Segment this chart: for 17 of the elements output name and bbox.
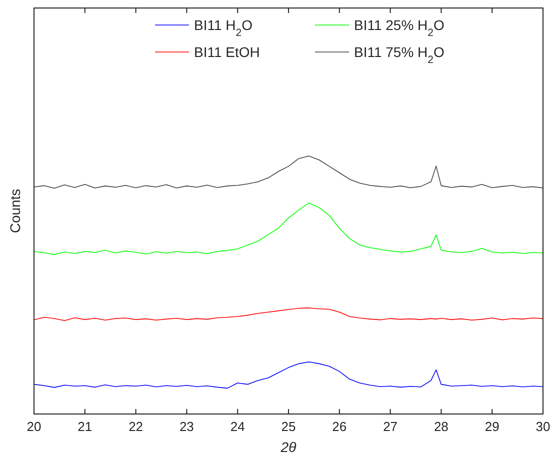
x-tick-label: 20 xyxy=(26,419,42,434)
legend-label: BI11 25% H$_{2}$O xyxy=(354,17,445,39)
x-tick-label: 24 xyxy=(230,419,245,434)
x-tick-label: 21 xyxy=(78,419,92,434)
x-tick-label: 30 xyxy=(536,419,550,434)
x-tick-label: 27 xyxy=(383,419,398,434)
x-tick-label: 28 xyxy=(434,419,448,434)
x-tick-label: 29 xyxy=(484,419,500,434)
x-tick-label: 22 xyxy=(128,419,144,434)
legend-label: BI11 EtOH xyxy=(194,44,260,60)
x-axis-title: 2θ xyxy=(280,439,297,455)
x-tick-label: 26 xyxy=(332,419,347,434)
x-tick-label: 23 xyxy=(179,419,194,434)
y-axis-title: Counts xyxy=(7,188,23,234)
x-tick-label: 25 xyxy=(281,419,296,434)
legend-label: BI11 75% H$_{2}$O xyxy=(354,44,445,66)
legend-label: BI11 H$_{2}$O xyxy=(194,17,253,39)
